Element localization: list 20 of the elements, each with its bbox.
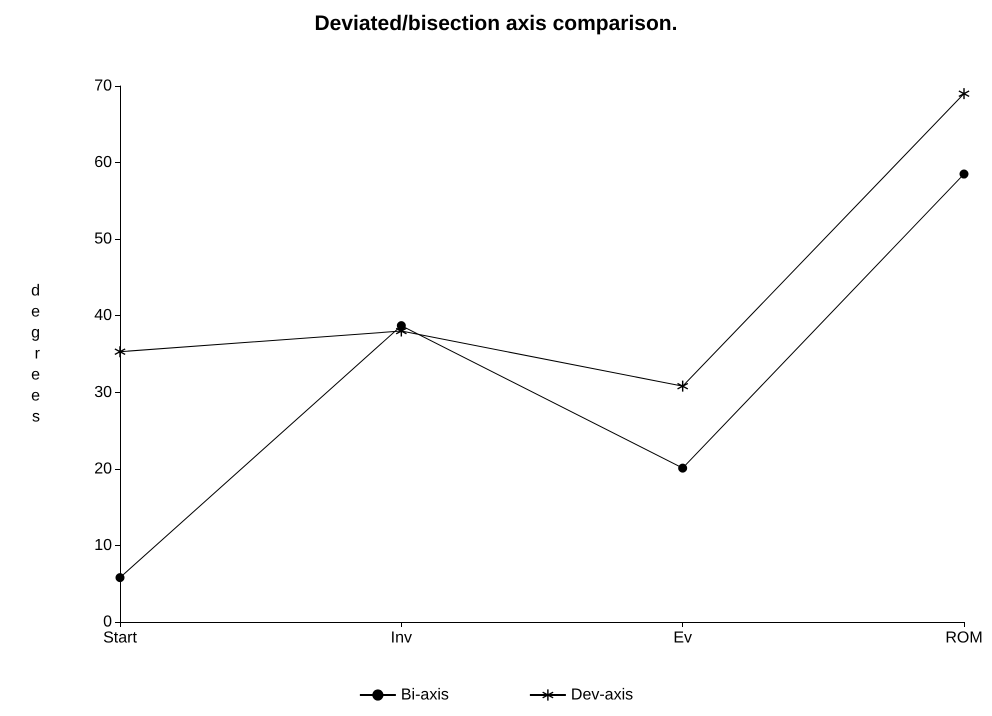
x-tick-label: Inv <box>390 630 412 646</box>
y-tick-label: 70 <box>94 78 112 94</box>
x-tick-label: ROM <box>945 630 983 646</box>
point <box>116 573 124 582</box>
legend-label: Bi-axis <box>400 686 449 704</box>
x-tick-label: Start <box>103 630 138 646</box>
y-tick-label: 30 <box>94 384 112 401</box>
y-tick-label: 0 <box>103 614 112 630</box>
legend-label: Dev-axis <box>570 686 634 704</box>
point <box>960 170 968 179</box>
y-tick-label: 20 <box>94 460 112 478</box>
point <box>677 380 688 392</box>
point <box>678 464 688 473</box>
y-tick-label: 50 <box>94 230 112 248</box>
y-tick-label: 10 <box>94 536 112 554</box>
y-tick-label: 60 <box>94 154 112 172</box>
x-tick-label: Ev <box>673 630 692 646</box>
y-axis-title: degrees <box>31 282 41 426</box>
chart-title: Deviated/bisection axis comparison. <box>314 12 678 35</box>
y-tick-label: 40 <box>94 307 112 324</box>
